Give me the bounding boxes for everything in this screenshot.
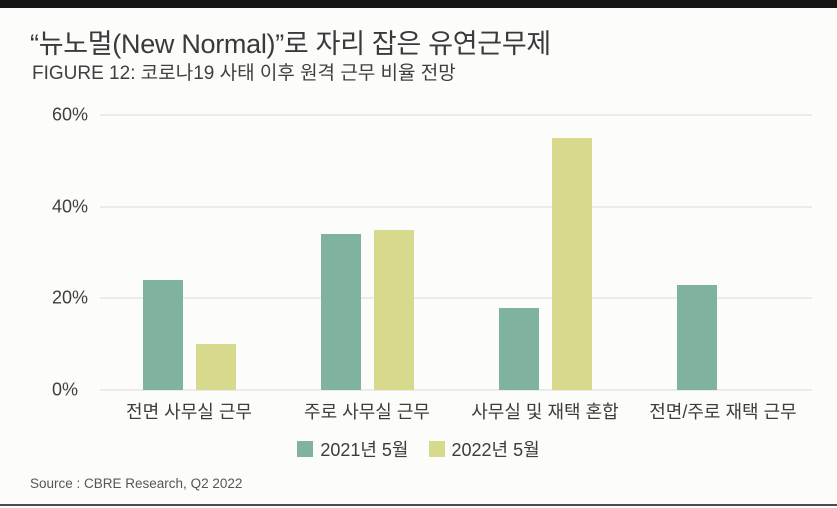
gridline [100, 206, 812, 208]
bar-group [278, 115, 456, 390]
top-accent-bar [0, 0, 837, 8]
legend: 2021년 5월 2022년 5월 [0, 436, 837, 462]
bars-layer [100, 115, 812, 390]
figure-caption: FIGURE 12: 코로나19 사태 이후 원격 근무 비율 전망 [32, 63, 456, 84]
legend-item-1: 2022년 5월 [428, 436, 540, 462]
legend-label: 2022년 5월 [451, 440, 540, 460]
bar-group [634, 115, 812, 390]
page-title: “뉴노멀(New Normal)”로 자리 잡은 유연근무제 [30, 29, 551, 59]
y-tick-label: 0% [52, 379, 79, 400]
x-axis-label: 사무실 및 재택 혼합 [471, 402, 619, 422]
gridline [100, 297, 812, 299]
x-axis-label: 전면 사무실 근무 [126, 402, 252, 422]
source-note: Source : CBRE Research, Q2 2022 [30, 476, 243, 491]
bar-series-1 [373, 229, 414, 390]
legend-label: 2021년 5월 [320, 440, 409, 460]
bar-series-0 [320, 234, 361, 390]
y-axis: 60% 40% 20% 0% [52, 105, 96, 400]
x-axis-label: 전면/주로 재택 근무 [649, 402, 797, 422]
bar-series-0 [676, 284, 717, 390]
gridline [100, 114, 812, 116]
bar-series-1 [551, 137, 592, 390]
bar-series-1 [195, 344, 236, 390]
legend-swatch-icon [297, 441, 314, 457]
bar-group [456, 115, 634, 390]
bar-group [100, 115, 278, 390]
legend-item-0: 2021년 5월 [297, 436, 409, 462]
plot-area [100, 114, 812, 391]
y-tick-label: 60% [52, 104, 89, 125]
bottom-border [0, 504, 837, 506]
bar-series-0 [498, 307, 539, 390]
y-tick-label: 40% [52, 196, 89, 217]
gridline [100, 389, 812, 391]
y-tick-label: 20% [52, 287, 89, 308]
x-axis: 전면 사무실 근무 주로 사무실 근무 사무실 및 재택 혼합 전면/주로 재택 근무 [100, 398, 812, 424]
bar-series-0 [142, 280, 183, 390]
x-axis-label: 주로 사무실 근무 [304, 402, 430, 422]
legend-swatch-icon [428, 441, 445, 457]
